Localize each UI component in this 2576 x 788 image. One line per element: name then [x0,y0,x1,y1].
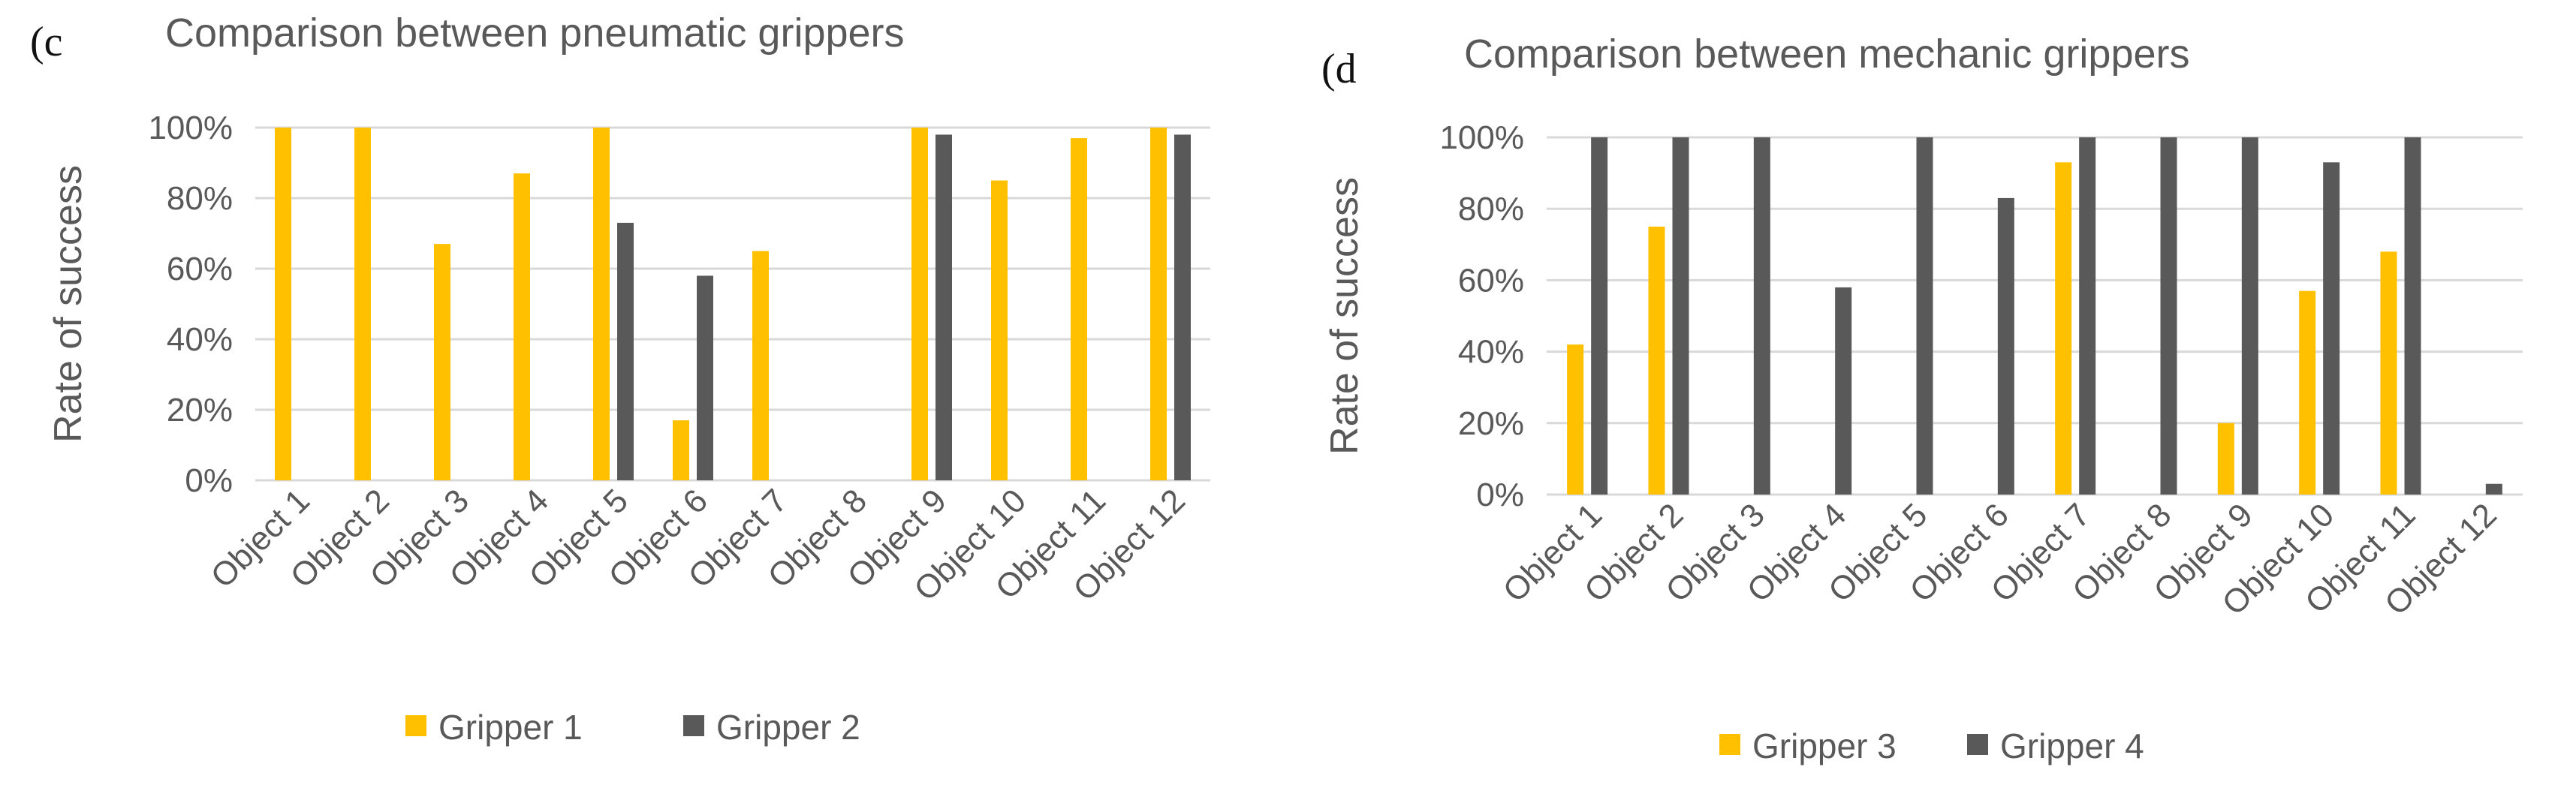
bar-gripper-1 [1150,128,1167,480]
bar-gripper-2 [697,275,713,480]
bar-gripper-1 [752,251,769,480]
y-tick-label: 40% [1458,334,1524,371]
bar-gripper-2 [935,134,952,480]
y-tick-label: 80% [167,180,233,217]
y-axis-label: Rate of success [1323,177,1366,455]
y-tick-label: 100% [1439,119,1524,156]
y-tick-label: 0% [185,462,233,499]
panel-label: (c [30,19,63,65]
y-axis-label: Rate of success [47,165,90,443]
chart-title: Comparison between mechanic grippers [1464,32,2190,77]
bar-gripper-1 [911,128,928,480]
bar-gripper-4 [2241,137,2258,495]
bar-gripper-1 [673,420,689,480]
bar-gripper-4 [1916,137,1933,495]
bar-gripper-4 [1672,137,1689,495]
bar-gripper-3 [1648,227,1665,495]
y-tick-label: 20% [1458,405,1524,442]
legend-swatch [405,715,426,736]
bar-gripper-3 [2299,290,2316,495]
bar-gripper-3 [1567,344,1584,495]
bar-gripper-4 [1997,197,2014,495]
bar-gripper-4 [2160,137,2177,495]
y-tick-label: 60% [167,251,233,287]
bar-gripper-1 [354,128,371,480]
bar-gripper-3 [2380,251,2397,495]
bar-gripper-4 [2485,483,2502,495]
bar-gripper-4 [2404,137,2421,495]
legend-label: Gripper 2 [716,708,860,747]
bar-gripper-4 [2323,162,2340,495]
legend-swatch [1967,734,1988,755]
chart-panel-c: (c Comparison between pneumatic grippers 0… [30,11,1210,747]
y-tick-label: 20% [167,392,233,429]
legend-swatch [683,715,704,736]
bar-gripper-1 [991,180,1008,480]
bar-gripper-4 [1591,137,1608,495]
legend-label: Gripper 1 [438,708,583,747]
bar-gripper-1 [434,244,450,480]
chart-panel-d: (d Comparison between mechanic grippers 0%… [1321,32,2523,765]
legend-label: Gripper 4 [2000,726,2144,765]
y-tick-label: 100% [148,110,233,146]
bar-gripper-4 [2079,137,2096,495]
y-tick-label: 0% [1476,477,1524,513]
panel-label: (d [1321,46,1357,92]
bar-gripper-1 [593,128,610,480]
bar-gripper-4 [1753,137,1770,495]
y-tick-label: 60% [1458,262,1524,299]
bar-gripper-3 [2055,162,2072,495]
y-tick-label: 80% [1458,191,1524,227]
bar-gripper-1 [1071,138,1087,480]
bar-gripper-4 [1835,287,1852,495]
bar-gripper-3 [2217,423,2234,495]
legend-swatch [1719,734,1740,755]
bar-gripper-2 [1174,134,1191,480]
bar-gripper-1 [514,173,530,480]
chart-title: Comparison between pneumatic grippers [165,11,905,56]
bar-gripper-2 [617,222,634,480]
bar-gripper-1 [275,128,291,480]
legend-label: Gripper 3 [1752,726,1897,765]
y-tick-label: 40% [167,321,233,358]
